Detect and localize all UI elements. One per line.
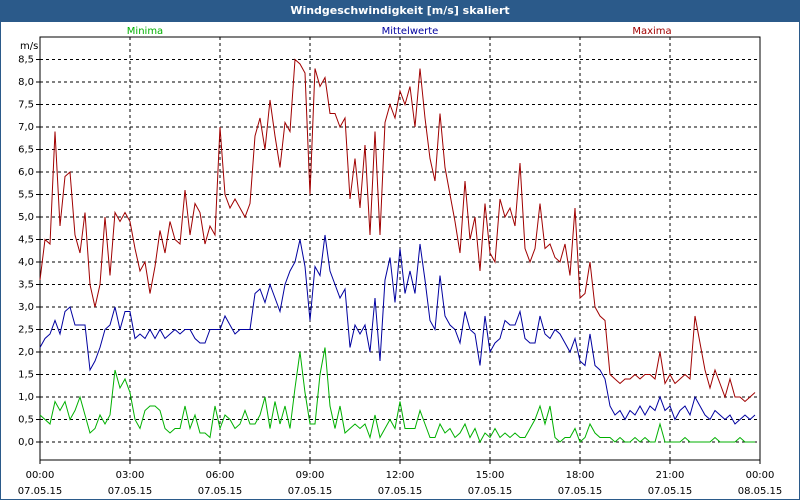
x-tick-label: 21:00 07.05.15 xyxy=(648,470,693,497)
x-tick-label: 15:00 07.05.15 xyxy=(468,470,513,497)
y-tick-label: 2,0 xyxy=(18,347,34,358)
series-line xyxy=(39,234,756,425)
y-tick-label: 1,5 xyxy=(18,370,34,381)
x-tick-label: 09:00 07.05.15 xyxy=(288,470,333,497)
series-line xyxy=(39,347,755,444)
series-line xyxy=(39,58,756,403)
x-tick-label: 03:00 07.05.15 xyxy=(108,470,153,497)
y-tick-label: 0,5 xyxy=(18,415,34,426)
y-tick-label: 8,5 xyxy=(18,55,34,66)
x-tick-label: 06:00 07.05.15 xyxy=(198,470,243,497)
y-tick-label: 6,5 xyxy=(18,145,34,156)
legend-entry: Minima xyxy=(127,26,163,37)
title-bar xyxy=(0,0,800,22)
y-tick-label: 7,5 xyxy=(18,100,34,111)
y-tick-label: 3,0 xyxy=(18,302,34,313)
x-tick-label: 00:00 08.05.15 xyxy=(738,470,783,497)
y-tick-label: 3,5 xyxy=(18,280,34,291)
y-tick-label: 4,5 xyxy=(18,235,34,246)
y-tick-label: 4,0 xyxy=(18,257,34,268)
x-tick-label: 00:00 07.05.15 xyxy=(18,470,63,497)
x-tick-label: 18:00 07.05.15 xyxy=(558,470,603,497)
y-axis-label: m/s xyxy=(20,41,38,52)
legend-entry: Mittelwerte xyxy=(382,26,439,37)
y-tick-label: 5,5 xyxy=(18,190,34,201)
x-tick-label: 12:00 07.05.15 xyxy=(378,470,423,497)
y-tick-label: 5,0 xyxy=(18,212,34,223)
y-tick-label: 0,0 xyxy=(18,437,34,448)
chart-title: Windgeschwindigkeit [m/s] skaliert xyxy=(290,4,509,17)
y-tick-label: 6,0 xyxy=(18,167,34,178)
y-tick-label: 7,0 xyxy=(18,122,34,133)
legend-entry: Maxima xyxy=(632,26,671,37)
y-tick-label: 8,0 xyxy=(18,77,34,88)
y-tick-label: 2,5 xyxy=(18,325,34,336)
y-tick-label: 1,0 xyxy=(18,392,34,403)
